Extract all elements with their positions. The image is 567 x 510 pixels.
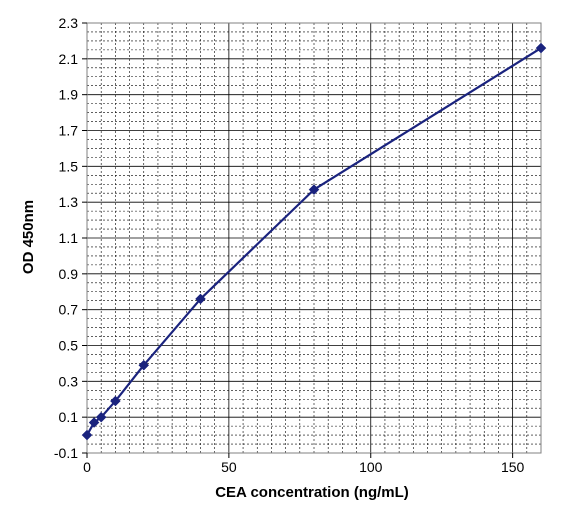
data-point-marker bbox=[308, 184, 320, 195]
y-axis: -0.1 0.1 0.3 0.5 0.7 0.9 1.1 1.3 1.5 1.7 1.9 2.1 2.3 bbox=[54, 15, 87, 461]
y-tick-label: 1.1 bbox=[59, 230, 79, 246]
data-point-marker bbox=[95, 411, 107, 423]
data-point-marker bbox=[535, 42, 547, 54]
y-tick-label: 1.3 bbox=[59, 194, 79, 210]
y-tick-label: 0.1 bbox=[59, 409, 79, 425]
y-tick-label: 0.3 bbox=[59, 373, 79, 389]
x-tick-label: 100 bbox=[359, 459, 383, 475]
y-tick-label: 2.1 bbox=[59, 51, 79, 67]
y-axis-title: OD 450nm bbox=[20, 200, 37, 274]
data-point-marker bbox=[195, 293, 206, 305]
y-tick-label: 0.7 bbox=[59, 302, 79, 318]
series-layer bbox=[81, 42, 547, 441]
x-axis-title: CEA concentration (ng/mL) bbox=[215, 484, 409, 501]
x-axis: 0 50 100 150 bbox=[83, 453, 525, 475]
x-tick-label: 0 bbox=[83, 459, 91, 475]
data-point-marker bbox=[88, 417, 100, 428]
y-tick-label: 0.5 bbox=[59, 338, 79, 354]
data-point-marker bbox=[138, 359, 150, 371]
data-point-marker bbox=[81, 429, 93, 441]
y-tick-label: 2.3 bbox=[59, 15, 79, 31]
y-tick-label: -0.1 bbox=[54, 445, 78, 461]
data-point-marker bbox=[110, 395, 121, 407]
y-tick-label: 1.9 bbox=[59, 87, 79, 103]
x-tick-label: 50 bbox=[221, 459, 237, 475]
y-tick-label: 0.9 bbox=[59, 266, 79, 282]
y-tick-label: 1.5 bbox=[59, 158, 79, 174]
x-tick-label: 150 bbox=[501, 459, 525, 475]
y-tick-label: 1.7 bbox=[59, 123, 79, 139]
